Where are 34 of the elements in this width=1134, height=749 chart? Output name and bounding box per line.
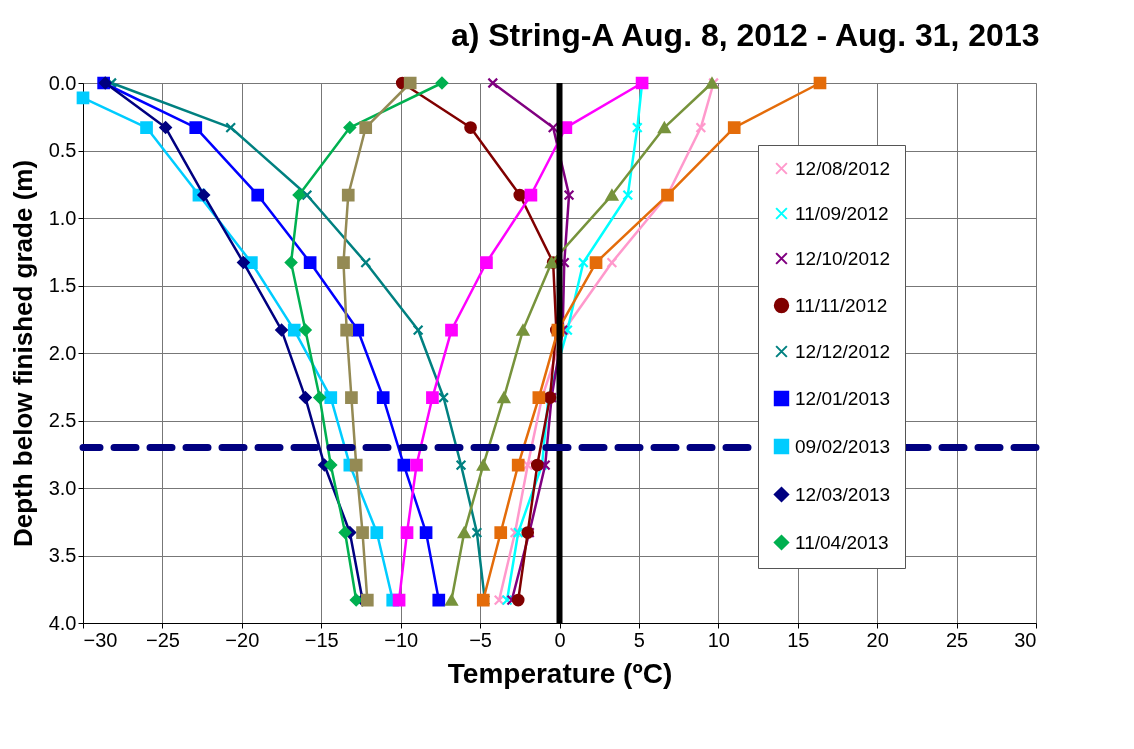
y-axis-title: Depth below finished grade (m) [7,159,38,548]
x-tick-label: 15 [787,628,810,651]
x-tick-label: −15 [304,628,339,651]
legend-label: 11/09/2012 [795,202,889,224]
x-tick-label: 5 [633,628,645,651]
y-tick-label: 3.0 [48,476,77,499]
y-tick-label: 1.5 [48,274,77,296]
legend-label: 11/11/2012 [795,294,888,316]
x-tick-label: −30 [83,628,118,651]
legend-label: 12/12/2012 [795,340,891,362]
y-tick-label: 1.0 [48,206,77,229]
x-tick-label: 10 [707,628,730,651]
legend-label: 12/01/2013 [795,387,891,409]
x-tick-label: 20 [866,628,889,651]
legend-label: 11/04/2013 [795,531,889,553]
legend-label: 09/02/2013 [795,435,891,457]
legend-label: 12/08/2012 [795,157,891,179]
y-tick-label: 2.0 [48,341,77,364]
y-tick-label: 0.0 [48,71,77,94]
y-tick-label: 2.5 [48,409,77,431]
x-tick-label: −10 [384,628,419,651]
x-tick-label: −5 [469,628,492,651]
x-tick-label: −25 [145,628,180,651]
y-tick-label: 4.0 [48,611,77,634]
y-tick-label: 0.5 [48,139,77,161]
chart-title: a) String-A Aug. 8, 2012 - Aug. 31, 2013 [450,17,1040,53]
legend-label: 12/03/2013 [795,483,891,505]
x-tick-label: 25 [945,628,969,651]
x-axis-title: Temperature (ºC) [447,657,673,689]
y-tick-label: 3.5 [48,544,77,566]
x-tick-label: 30 [1014,628,1037,651]
legend-label: 12/10/2012 [795,247,891,269]
x-tick-label: −20 [225,628,260,651]
x-tick-label: 0 [554,628,566,651]
